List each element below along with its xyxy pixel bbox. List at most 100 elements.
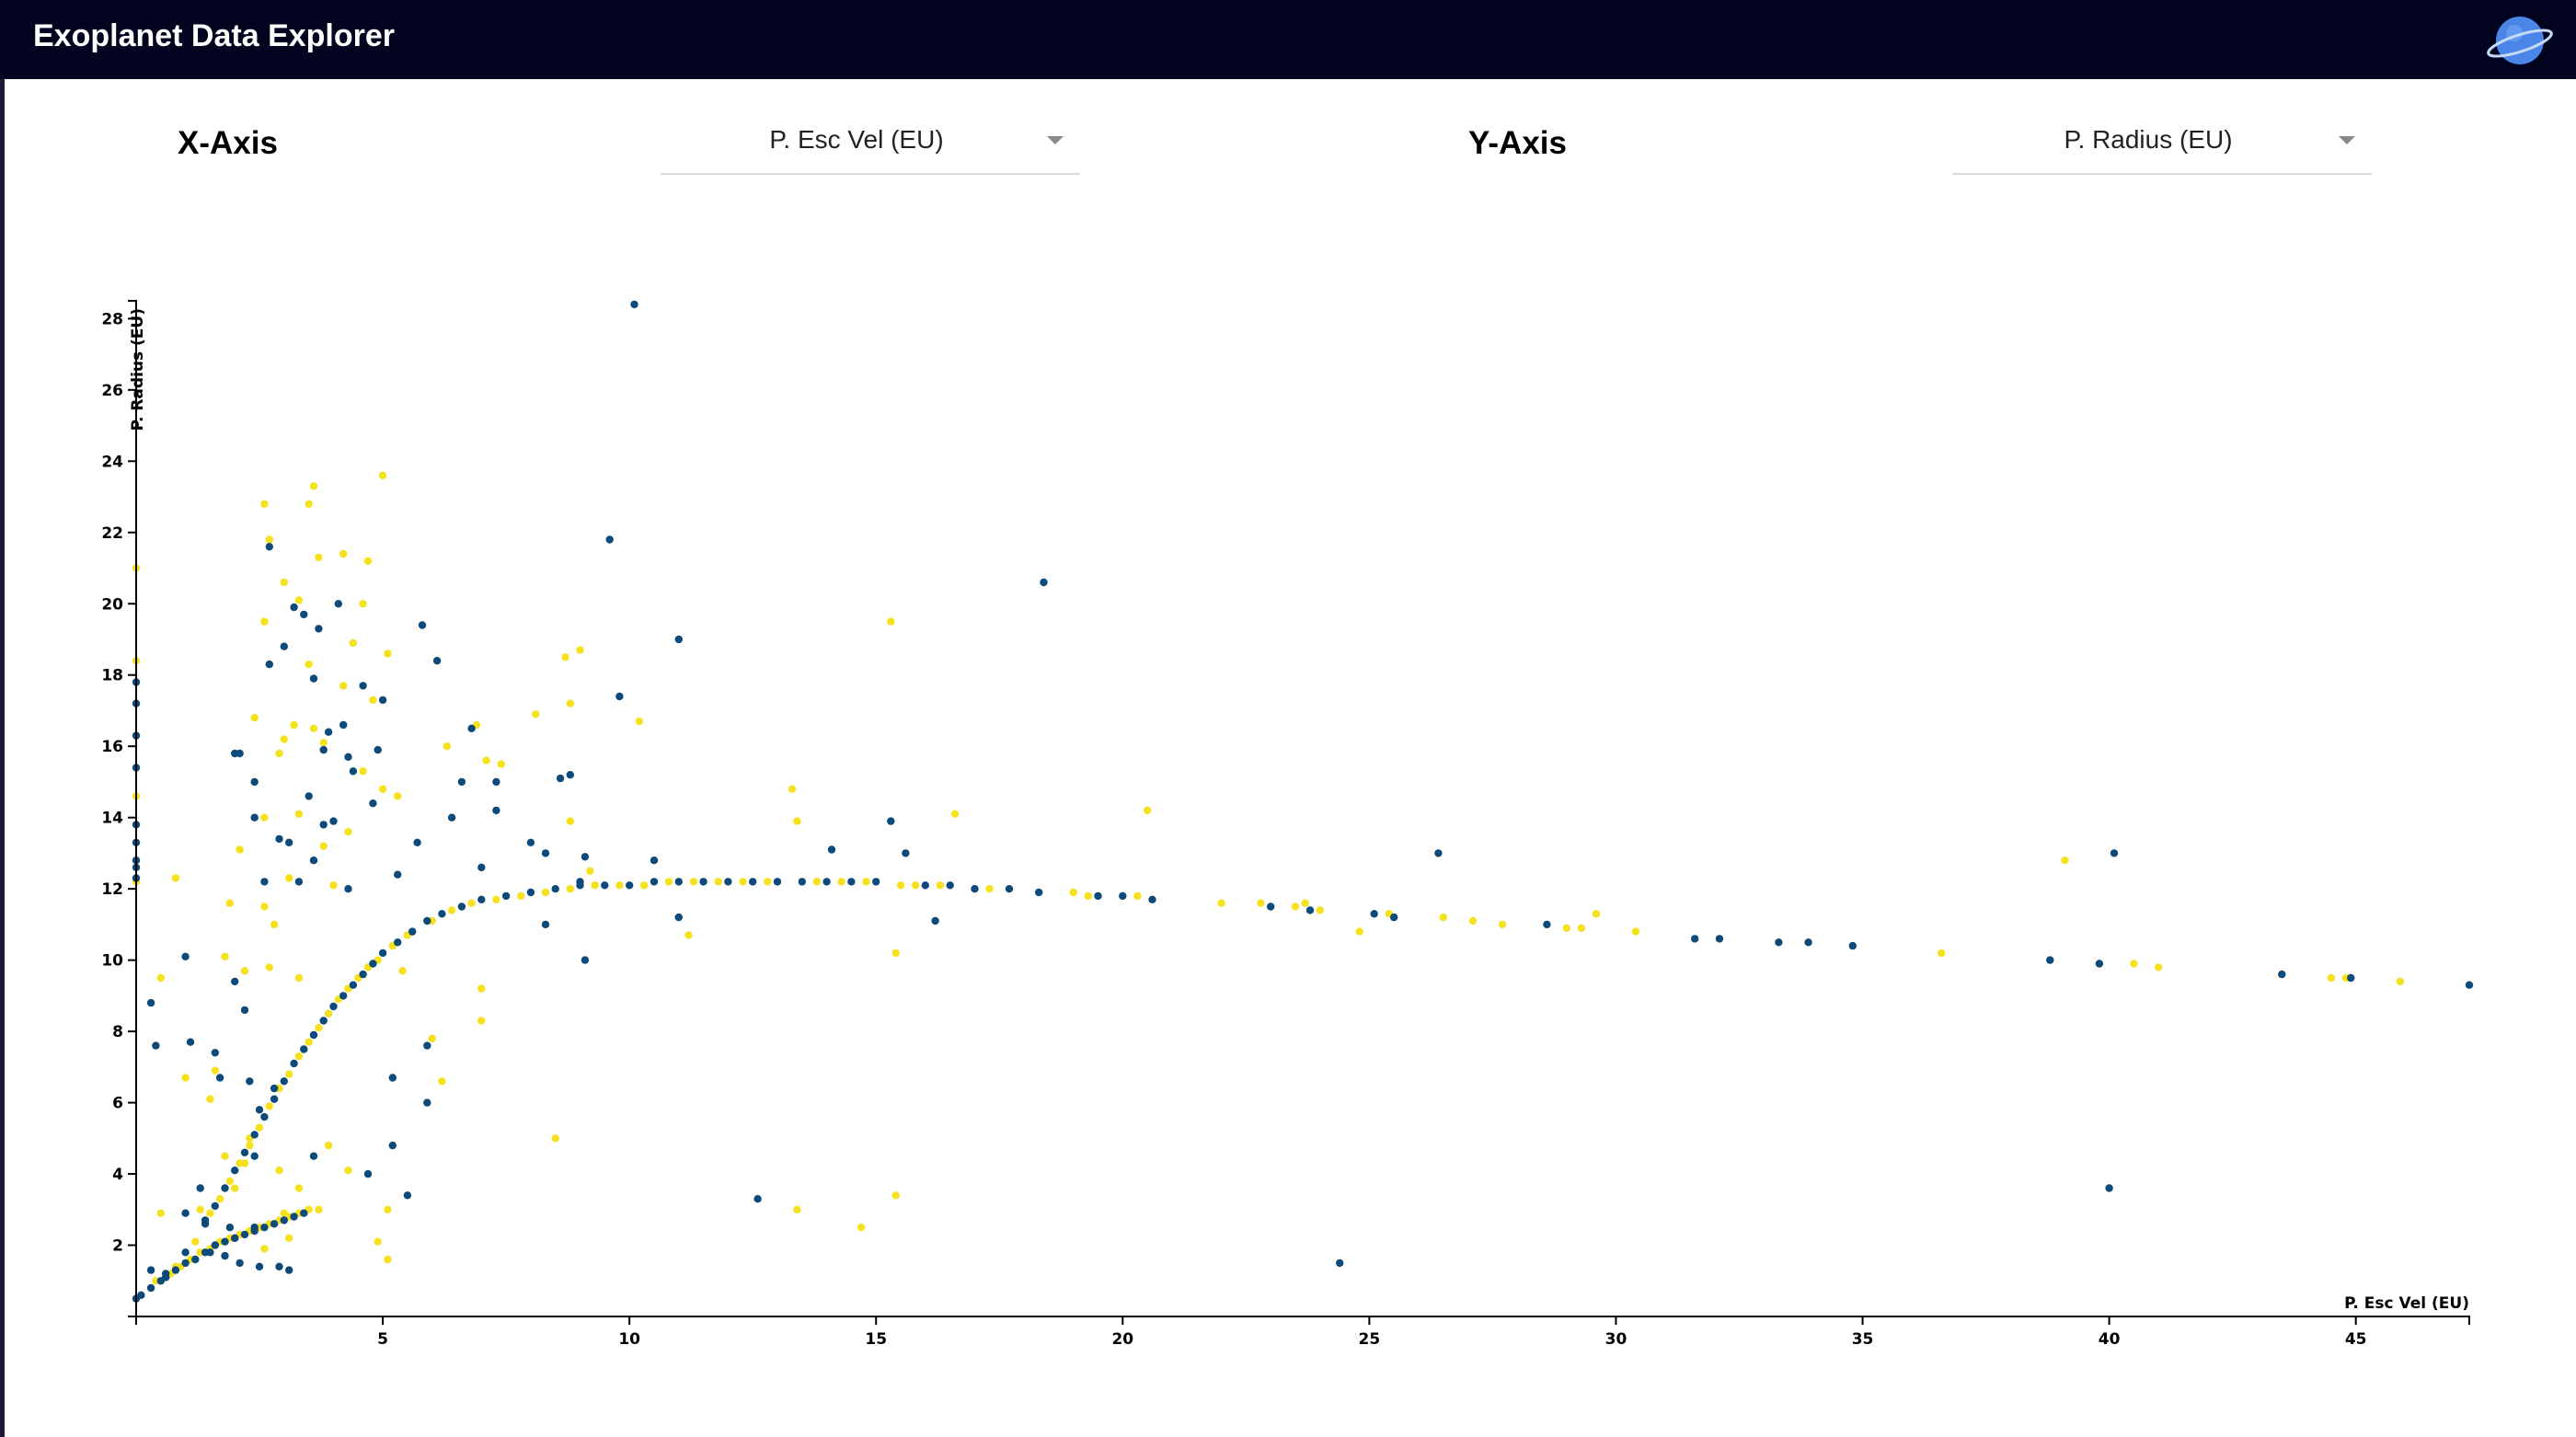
data-point bbox=[891, 948, 900, 958]
data-point bbox=[201, 1220, 210, 1228]
y-tick-label: 6 bbox=[112, 1095, 123, 1113]
data-point bbox=[788, 785, 797, 793]
data-point bbox=[1301, 899, 1309, 907]
planet-icon[interactable] bbox=[2486, 11, 2554, 70]
data-point bbox=[280, 735, 288, 743]
data-point bbox=[339, 682, 348, 690]
data-point bbox=[181, 1259, 190, 1268]
data-point bbox=[1543, 920, 1551, 929]
data-point bbox=[275, 834, 283, 844]
data-point bbox=[285, 1234, 293, 1243]
data-point bbox=[384, 650, 392, 658]
data-point bbox=[650, 878, 659, 886]
data-point bbox=[764, 878, 772, 886]
x-axis-select[interactable]: P. Esc Vel (EU) bbox=[661, 121, 1080, 175]
x-tick-label: 40 bbox=[2099, 1330, 2121, 1349]
data-point bbox=[260, 813, 269, 822]
data-point bbox=[467, 724, 476, 732]
y-tick-label: 26 bbox=[101, 382, 123, 400]
data-point bbox=[294, 596, 304, 604]
data-point bbox=[674, 913, 683, 922]
data-point bbox=[339, 549, 348, 558]
data-point bbox=[339, 720, 348, 730]
data-point bbox=[477, 863, 486, 872]
y-tick-label: 14 bbox=[101, 810, 123, 828]
y-axis-select[interactable]: P. Radius (EU) bbox=[1952, 121, 2372, 175]
data-point bbox=[626, 881, 634, 890]
x-axis-control-label: X-Axis bbox=[178, 125, 278, 161]
y-tick-label: 20 bbox=[101, 595, 123, 614]
y-tick-label: 2 bbox=[112, 1237, 123, 1256]
data-point bbox=[739, 878, 747, 886]
y-tick-label: 4 bbox=[112, 1166, 123, 1184]
data-point bbox=[255, 1262, 264, 1271]
data-point bbox=[1439, 913, 1448, 922]
y-tick-label: 8 bbox=[112, 1023, 123, 1041]
data-point bbox=[146, 998, 155, 1007]
y-axis-control-label: Y-Axis bbox=[1468, 125, 1567, 161]
data-point bbox=[290, 603, 298, 612]
data-point bbox=[280, 1077, 288, 1086]
data-point bbox=[837, 878, 845, 886]
data-point bbox=[265, 535, 273, 544]
data-point bbox=[369, 799, 377, 808]
data-point bbox=[191, 1255, 200, 1264]
data-point bbox=[305, 792, 313, 800]
data-point bbox=[1305, 906, 1315, 914]
data-point bbox=[236, 845, 244, 854]
data-point bbox=[1592, 910, 1601, 918]
data-point bbox=[369, 696, 377, 705]
data-point bbox=[349, 767, 358, 776]
data-point bbox=[156, 973, 165, 983]
data-point bbox=[275, 1262, 283, 1271]
data-point bbox=[231, 977, 239, 986]
data-point bbox=[309, 724, 318, 732]
data-point bbox=[315, 625, 323, 633]
data-point bbox=[374, 1237, 382, 1246]
data-point bbox=[985, 885, 994, 893]
data-point bbox=[2278, 970, 2286, 979]
data-point bbox=[388, 1074, 397, 1082]
y-tick-label: 18 bbox=[101, 667, 123, 685]
y-axis-select-value: P. Radius (EU) bbox=[2064, 125, 2233, 154]
data-point bbox=[171, 874, 180, 882]
data-point bbox=[773, 878, 782, 886]
data-point bbox=[862, 878, 870, 886]
data-point bbox=[359, 767, 367, 776]
data-point bbox=[517, 891, 525, 901]
data-point bbox=[305, 500, 313, 508]
data-point bbox=[265, 660, 273, 669]
data-point bbox=[211, 1066, 219, 1075]
data-point bbox=[1848, 941, 1857, 950]
x-axis-line bbox=[135, 1316, 2470, 1325]
data-point bbox=[181, 952, 190, 961]
data-point bbox=[250, 1226, 259, 1236]
chevron-down-icon bbox=[1047, 136, 1064, 144]
data-point bbox=[221, 1152, 229, 1160]
data-point bbox=[250, 777, 259, 787]
data-point bbox=[1715, 935, 1724, 943]
data-point bbox=[290, 720, 298, 730]
data-point bbox=[394, 792, 402, 800]
data-point bbox=[398, 967, 407, 975]
data-point bbox=[541, 888, 550, 897]
y-tick-label: 12 bbox=[101, 880, 123, 899]
data-point bbox=[492, 777, 500, 787]
data-point bbox=[265, 1102, 273, 1110]
data-point bbox=[215, 1074, 224, 1082]
data-point bbox=[438, 1077, 446, 1086]
data-point bbox=[438, 910, 446, 918]
data-point bbox=[211, 1201, 219, 1211]
data-point bbox=[1291, 902, 1300, 911]
data-point bbox=[1390, 913, 1398, 922]
data-point bbox=[872, 878, 880, 886]
data-point bbox=[428, 1034, 436, 1043]
data-point bbox=[191, 1237, 200, 1246]
data-point bbox=[285, 838, 293, 846]
data-point bbox=[221, 952, 229, 961]
data-point bbox=[363, 1169, 373, 1178]
data-point bbox=[457, 902, 466, 911]
data-point bbox=[309, 674, 318, 683]
data-point bbox=[294, 1052, 304, 1061]
data-point bbox=[329, 817, 338, 825]
